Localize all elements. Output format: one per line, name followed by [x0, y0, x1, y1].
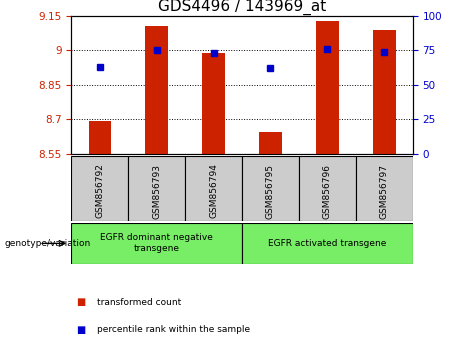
Text: ■: ■ — [76, 325, 85, 335]
Bar — [89, 121, 111, 154]
Bar — [259, 132, 282, 154]
Text: GSM856797: GSM856797 — [380, 164, 389, 219]
Bar — [299, 156, 356, 221]
Text: ■: ■ — [76, 297, 85, 307]
Text: GSM856792: GSM856792 — [95, 164, 104, 218]
Bar — [316, 21, 339, 154]
Bar — [128, 156, 185, 221]
Text: GSM856794: GSM856794 — [209, 164, 218, 218]
Bar — [71, 223, 242, 264]
Bar — [185, 156, 242, 221]
Bar — [242, 223, 413, 264]
Text: genotype/variation: genotype/variation — [5, 239, 91, 248]
Title: GDS4496 / 143969_at: GDS4496 / 143969_at — [158, 0, 326, 15]
Bar — [356, 156, 413, 221]
Text: EGFR activated transgene: EGFR activated transgene — [268, 239, 386, 248]
Bar — [71, 156, 128, 221]
Text: GSM856795: GSM856795 — [266, 164, 275, 219]
Bar — [145, 26, 168, 154]
Text: percentile rank within the sample: percentile rank within the sample — [97, 325, 250, 334]
Bar — [373, 30, 396, 154]
Text: transformed count: transformed count — [97, 298, 181, 307]
Text: EGFR dominant negative
transgene: EGFR dominant negative transgene — [100, 233, 213, 253]
Bar — [202, 53, 225, 154]
Bar — [242, 156, 299, 221]
Text: GSM856796: GSM856796 — [323, 164, 332, 219]
Text: GSM856793: GSM856793 — [152, 164, 161, 219]
